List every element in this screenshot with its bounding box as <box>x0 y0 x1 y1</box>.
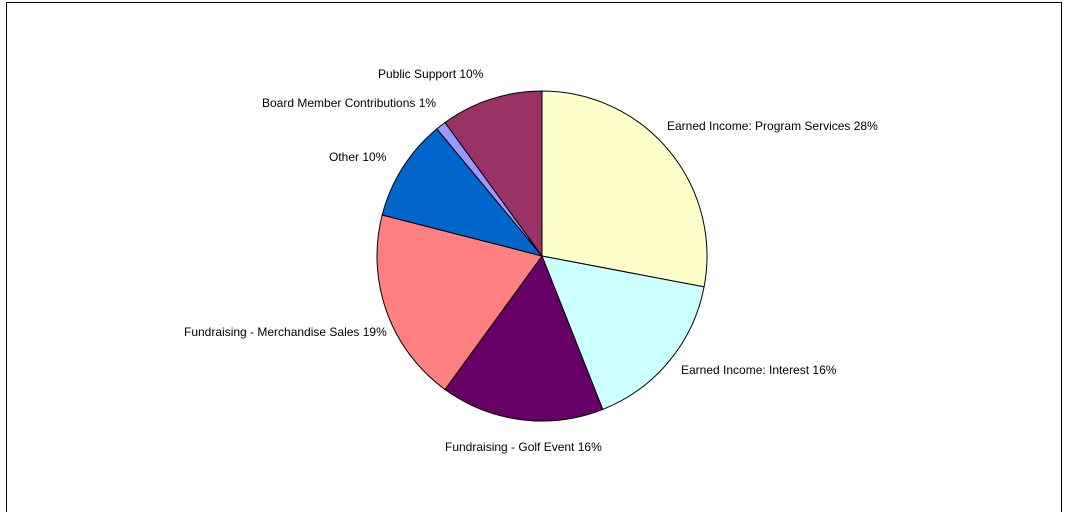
data-label-earned-income-program-services: Earned Income: Program Services 28% <box>667 119 878 133</box>
data-label-board-member-contributions: Board Member Contributions 1% <box>262 96 436 110</box>
pie-slice-public-support <box>444 90 543 258</box>
pie-slices <box>376 90 708 422</box>
pie-slice-earned-income-program-services <box>541 90 708 288</box>
pie-labels: Earned Income: Program Services 28% Earne… <box>184 67 878 454</box>
pie-slice-fundraising-merchandise-sales <box>376 214 543 391</box>
pie-slice-earned-income-interest <box>541 255 705 411</box>
pie-chart: Earned Income: Program Services 28% Earne… <box>184 67 878 454</box>
pie-slice-fundraising-golf-event <box>444 254 604 422</box>
data-label-public-support: Public Support 10% <box>378 67 484 81</box>
pie-slice-other <box>381 128 544 257</box>
data-label-fundraising-merchandise-sales: Fundraising - Merchandise Sales 19% <box>184 325 387 339</box>
data-label-other: Other 10% <box>329 150 387 164</box>
data-label-earned-income-interest: Earned Income: Interest 16% <box>681 363 837 377</box>
chart-area: Earned Income: Program Services 28% Earne… <box>6 2 1062 512</box>
data-label-fundraising-golf-event: Fundraising - Golf Event 16% <box>445 440 602 454</box>
